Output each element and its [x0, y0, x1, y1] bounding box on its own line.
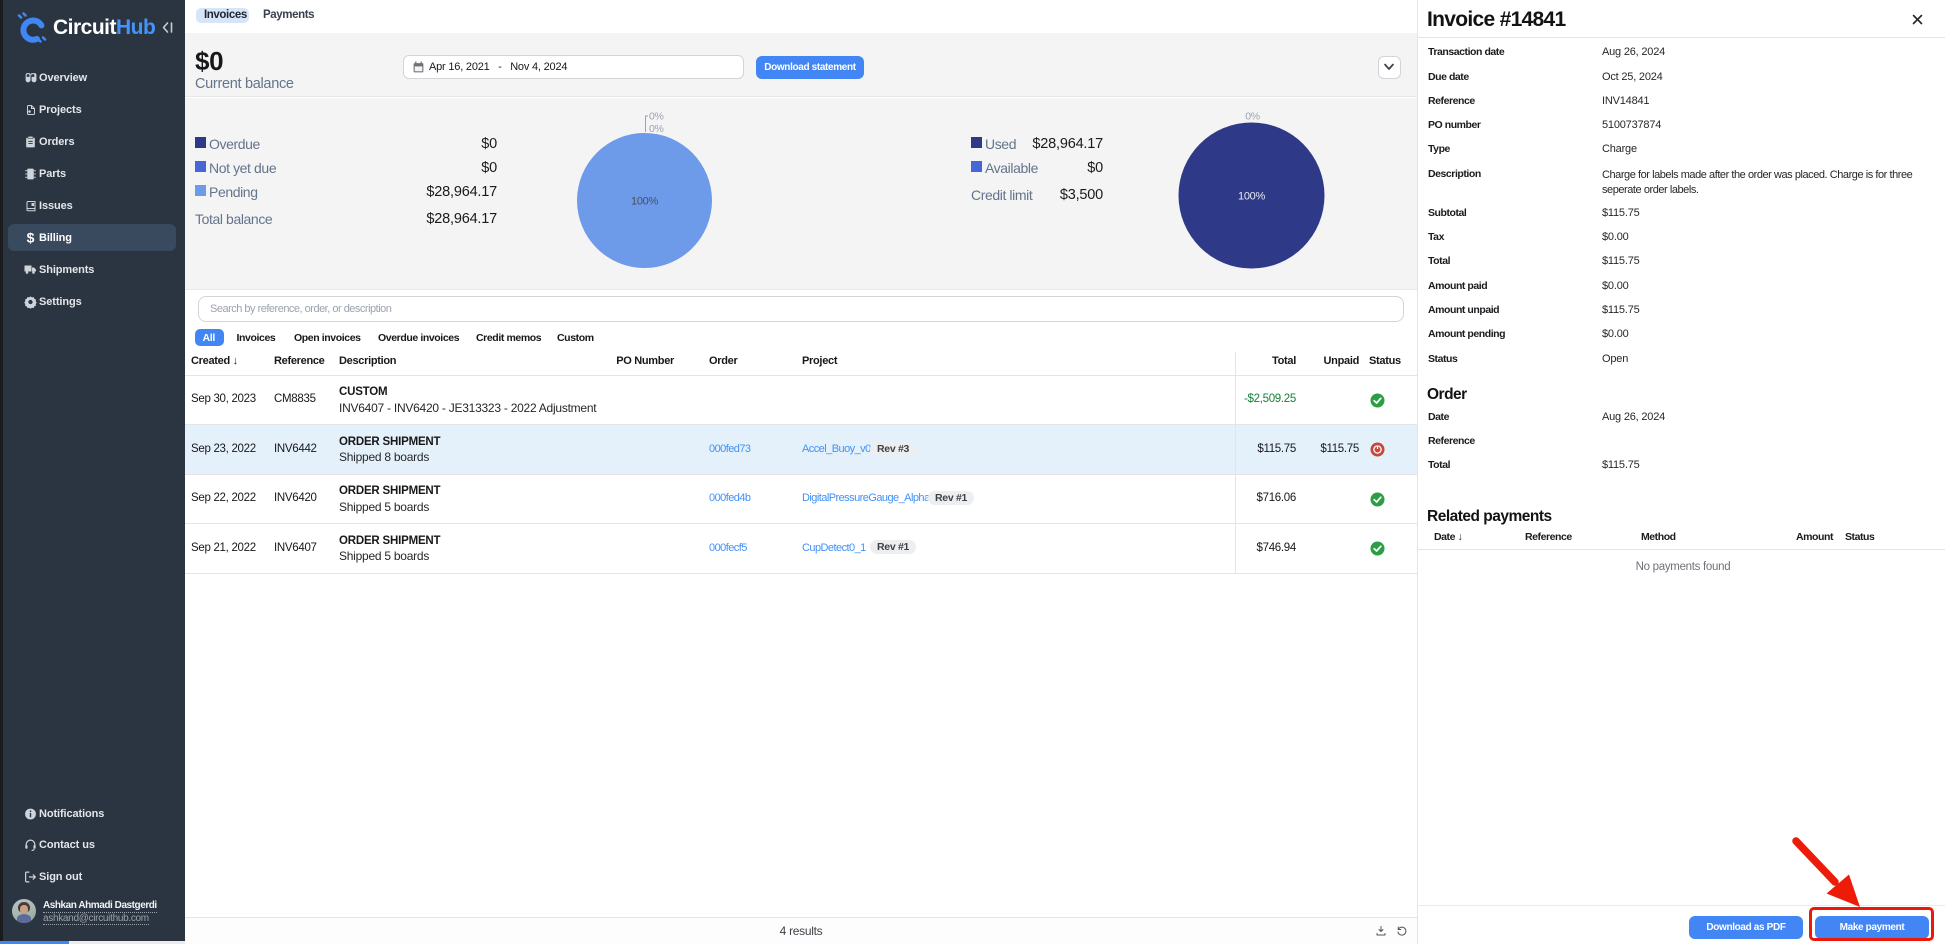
svg-text:0%: 0% — [649, 123, 664, 135]
svg-text:0%: 0% — [1245, 111, 1260, 123]
svg-text:100%: 100% — [1238, 191, 1265, 203]
svg-text:100%: 100% — [631, 196, 658, 208]
svg-text:0%: 0% — [649, 111, 664, 123]
